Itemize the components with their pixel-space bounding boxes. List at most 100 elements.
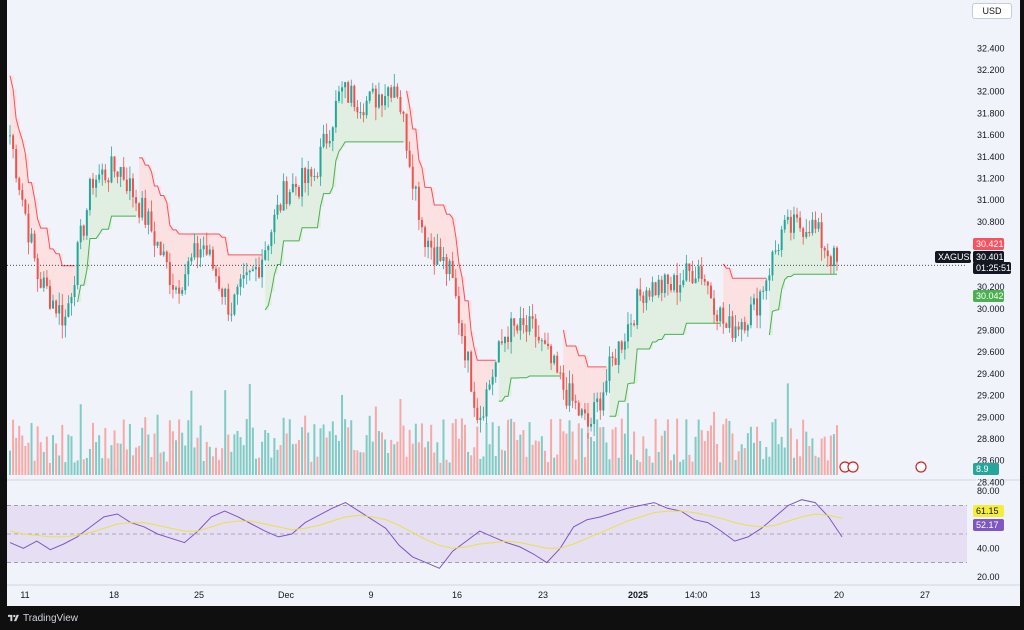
volume-bar bbox=[107, 458, 110, 475]
supertrend-fill bbox=[234, 254, 238, 295]
volume-bar bbox=[144, 417, 147, 475]
supertrend-fill bbox=[129, 178, 134, 217]
candle-body bbox=[516, 325, 519, 331]
volume-bar bbox=[344, 419, 347, 475]
supertrend-fill bbox=[169, 225, 174, 286]
supertrend-fill bbox=[501, 343, 506, 402]
supertrend-fill bbox=[96, 179, 100, 239]
volume-bar bbox=[245, 418, 248, 475]
supertrend-fill bbox=[132, 197, 137, 217]
volume-bar bbox=[251, 427, 254, 475]
time-tick-label: 18 bbox=[109, 590, 119, 600]
supertrend-fill bbox=[120, 167, 125, 217]
volume-bar bbox=[264, 430, 267, 475]
candle-body bbox=[125, 179, 128, 192]
volume-bar bbox=[39, 442, 42, 475]
candle-body bbox=[703, 278, 706, 282]
candle-body bbox=[832, 247, 835, 267]
volume-bar bbox=[18, 425, 21, 475]
supertrend-fill bbox=[612, 358, 617, 417]
volume-bar bbox=[356, 450, 359, 475]
volume-bar bbox=[224, 390, 227, 475]
volume-bar bbox=[669, 460, 672, 475]
candle-body bbox=[633, 323, 636, 326]
supertrend-fill bbox=[93, 187, 97, 239]
volume-bar bbox=[12, 419, 15, 475]
volume-bar bbox=[626, 403, 629, 475]
candle-body bbox=[95, 179, 98, 188]
supertrend-fill bbox=[418, 160, 423, 220]
supertrend-fill bbox=[640, 295, 644, 350]
volume-bar bbox=[230, 451, 233, 475]
candle-body bbox=[58, 305, 61, 314]
volume-bar bbox=[267, 432, 270, 475]
volume-bar bbox=[156, 414, 159, 475]
candle-body bbox=[251, 269, 254, 271]
supertrend-fill bbox=[677, 292, 681, 335]
supertrend-fill bbox=[818, 222, 823, 275]
tradingview-logo[interactable]: TradingView bbox=[8, 611, 78, 625]
volume-bar bbox=[36, 426, 39, 475]
volume-bar bbox=[445, 459, 448, 475]
volume-bar bbox=[70, 436, 73, 475]
supertrend-fill bbox=[400, 111, 404, 142]
volume-bar bbox=[150, 456, 153, 475]
candle-body bbox=[540, 340, 543, 342]
volume-bar bbox=[799, 456, 802, 475]
supertrend-fill bbox=[280, 210, 285, 265]
rsi-tick-label: 80.00 bbox=[977, 486, 1000, 496]
price-tick-label: 29.000 bbox=[977, 412, 1005, 422]
chart-svg[interactable]: 32.400 32.200 32.000 31.800 31.600 31.400 31.2… bbox=[7, 0, 1020, 606]
candle-body bbox=[168, 262, 171, 286]
candle-body bbox=[497, 341, 500, 363]
supertrend-fill bbox=[222, 237, 226, 297]
supertrend-fill bbox=[249, 254, 254, 271]
supertrend-fill bbox=[486, 360, 490, 390]
volume-bar bbox=[565, 433, 568, 475]
volume-bar bbox=[728, 420, 731, 475]
event-flag-icon bbox=[915, 461, 927, 473]
candle-body bbox=[445, 257, 448, 275]
volume-bar bbox=[792, 457, 795, 475]
rsi-signal-tag: 61.15 bbox=[973, 505, 1004, 517]
supertrend-fill bbox=[511, 318, 515, 379]
candle-body bbox=[796, 214, 799, 218]
supertrend-fill bbox=[136, 203, 140, 217]
supertrend-fill bbox=[723, 263, 727, 324]
supertrend-fill bbox=[338, 91, 343, 152]
volume-bar bbox=[131, 455, 134, 475]
chart-canvas[interactable]: 32.400 32.200 32.000 31.800 31.600 31.400 31.2… bbox=[7, 0, 1020, 606]
supertrend-fill bbox=[498, 341, 503, 402]
supertrend-fill bbox=[166, 202, 171, 263]
candle-body bbox=[267, 246, 270, 251]
supertrend-fill bbox=[652, 282, 657, 342]
supertrend-fill bbox=[465, 300, 469, 361]
candle-body bbox=[756, 298, 759, 316]
candle-body bbox=[414, 186, 417, 189]
supertrend-fill bbox=[492, 360, 497, 377]
candle-body bbox=[365, 100, 368, 116]
supertrend-fill bbox=[680, 285, 684, 335]
candle-body bbox=[531, 316, 534, 319]
volume-bar bbox=[796, 439, 799, 475]
supertrend-fill bbox=[560, 372, 564, 376]
supertrend-fill bbox=[581, 355, 586, 410]
supertrend-fill bbox=[548, 345, 552, 376]
supertrend-fill bbox=[793, 214, 798, 275]
supertrend-fill bbox=[621, 349, 626, 402]
volume-bar bbox=[460, 418, 463, 475]
candle-body bbox=[636, 289, 639, 326]
candle-body bbox=[159, 241, 162, 256]
candle-body bbox=[193, 243, 196, 258]
supertrend-fill bbox=[292, 183, 297, 241]
candle-body bbox=[685, 263, 688, 281]
supertrend-fill bbox=[308, 169, 312, 228]
price-tick-label: 29.400 bbox=[977, 369, 1005, 379]
volume-bar bbox=[476, 426, 479, 475]
supertrend-fill bbox=[664, 274, 669, 335]
volume-bar bbox=[516, 439, 519, 475]
supertrend-fill bbox=[351, 85, 355, 142]
currency-button[interactable]: USD bbox=[972, 3, 1012, 19]
candle-body bbox=[12, 135, 15, 149]
countdown-tag: 01:25:51 bbox=[973, 262, 1011, 274]
